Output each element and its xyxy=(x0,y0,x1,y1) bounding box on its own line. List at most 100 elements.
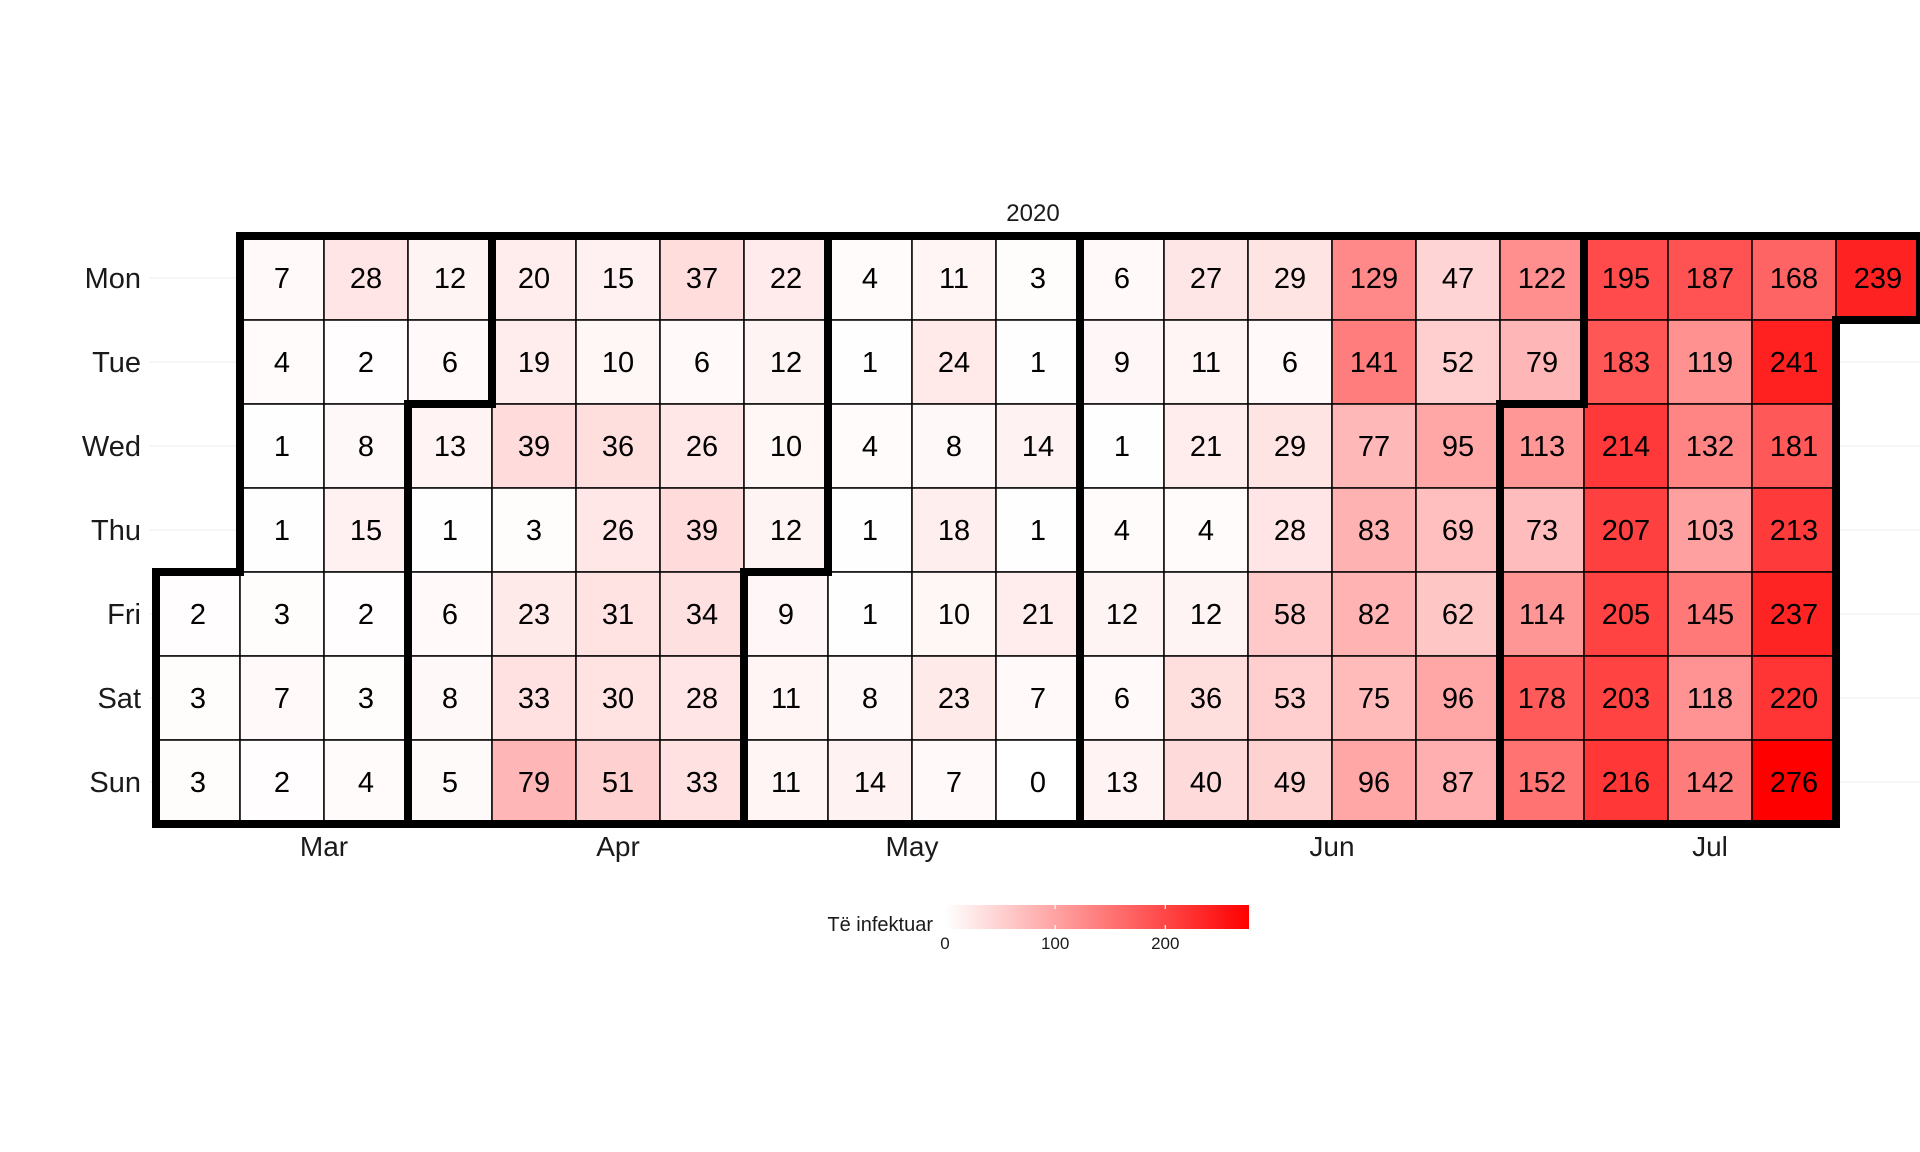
heatmap-tile xyxy=(911,235,997,321)
heatmap-tile xyxy=(1163,571,1249,657)
tile-value-label: 10 xyxy=(602,347,634,379)
heatmap-tile xyxy=(1331,655,1417,741)
heatmap-tile xyxy=(995,319,1081,405)
heatmap-tile xyxy=(407,487,493,573)
tile-value-label: 3 xyxy=(190,767,206,799)
tile-value-label: 10 xyxy=(938,599,970,631)
tile-value-label: 26 xyxy=(686,431,718,463)
tile-value-label: 11 xyxy=(939,263,969,295)
heatmap-tile xyxy=(1499,487,1585,573)
tile-value-label: 22 xyxy=(770,263,802,295)
heatmap-tile xyxy=(995,487,1081,573)
tile-value-label: 36 xyxy=(602,431,634,463)
tile-value-label: 1 xyxy=(442,515,458,547)
heatmap-tile xyxy=(1247,235,1333,321)
heatmap-tile xyxy=(239,403,325,489)
tile-value-label: 11 xyxy=(1191,347,1221,379)
tile-value-label: 6 xyxy=(694,347,710,379)
heatmap-tile xyxy=(1667,235,1753,321)
tile-value-label: 77 xyxy=(1358,431,1390,463)
tile-value-label: 203 xyxy=(1602,683,1650,715)
tile-value-label: 79 xyxy=(518,767,550,799)
tile-value-label: 33 xyxy=(686,767,718,799)
heatmap-tile xyxy=(155,739,241,825)
heatmap-tile xyxy=(1667,655,1753,741)
heatmap-tile xyxy=(1751,655,1837,741)
tile-value-label: 3 xyxy=(274,599,290,631)
tile-value-label: 141 xyxy=(1350,347,1398,379)
tile-value-label: 142 xyxy=(1686,767,1734,799)
day-label: Wed xyxy=(82,431,141,463)
tile-value-label: 29 xyxy=(1274,263,1306,295)
tile-value-label: 21 xyxy=(1022,599,1054,631)
heatmap-tile xyxy=(155,655,241,741)
tile-value-label: 3 xyxy=(1030,263,1046,295)
heatmap-tile xyxy=(1247,655,1333,741)
heatmap-tile xyxy=(1331,739,1417,825)
day-label: Thu xyxy=(91,515,141,547)
day-label: Sun xyxy=(89,767,141,799)
month-border xyxy=(1496,232,1920,828)
tile-value-label: 18 xyxy=(938,515,970,547)
tile-value-label: 4 xyxy=(1114,515,1130,547)
tile-value-label: 2 xyxy=(274,767,290,799)
tile-value-label: 79 xyxy=(1526,347,1558,379)
legend-tick-label: 100 xyxy=(1041,934,1069,953)
tile-value-label: 26 xyxy=(602,515,634,547)
tile-value-label: 21 xyxy=(1190,431,1222,463)
tile-value-label: 34 xyxy=(686,599,718,631)
heatmap-tile xyxy=(659,403,745,489)
heatmap-tile xyxy=(575,319,661,405)
tile-value-label: 7 xyxy=(1030,683,1046,715)
tile-value-label: 62 xyxy=(1442,599,1474,631)
legend-colorbar xyxy=(945,905,1249,929)
tile-value-label: 82 xyxy=(1358,599,1390,631)
day-labels: Mon Tue Wed Thu Fri Sat Sun xyxy=(82,263,141,799)
month-label: May xyxy=(886,831,939,862)
heatmap-tile xyxy=(491,487,577,573)
tile-value-label: 1 xyxy=(1114,431,1130,463)
month-label: Jul xyxy=(1692,831,1728,862)
tile-value-label: 31 xyxy=(602,599,634,631)
tile-value-label: 1 xyxy=(862,515,878,547)
tile-value-label: 103 xyxy=(1686,515,1734,547)
tile-value-label: 6 xyxy=(442,347,458,379)
tile-value-label: 6 xyxy=(1114,683,1130,715)
month-label: Mar xyxy=(300,831,348,862)
heatmap-tile xyxy=(1667,487,1753,573)
heatmap-tile xyxy=(1835,235,1920,321)
day-label: Mon xyxy=(85,263,141,295)
heatmap-tile xyxy=(407,319,493,405)
legend-ticks: 0 100 200 xyxy=(940,905,1179,953)
tile-value-label: 6 xyxy=(442,599,458,631)
heatmap-tile xyxy=(743,319,829,405)
month-label: Apr xyxy=(596,831,640,862)
tile-value-label: 11 xyxy=(771,767,801,799)
tile-value-label: 205 xyxy=(1602,599,1650,631)
heatmap-tile xyxy=(1079,655,1165,741)
heatmap-tile xyxy=(323,403,409,489)
heatmap-tile xyxy=(1751,739,1837,825)
heatmap-tile xyxy=(1163,319,1249,405)
tile-value-label: 1 xyxy=(1030,347,1046,379)
heatmap-tile xyxy=(323,235,409,321)
tile-value-label: 14 xyxy=(1022,431,1054,463)
tile-value-label: 1 xyxy=(862,347,878,379)
tile-value-label: 23 xyxy=(938,683,970,715)
tile-value-label: 132 xyxy=(1686,431,1734,463)
heatmap-tile xyxy=(827,487,913,573)
tile-value-label: 178 xyxy=(1518,683,1566,715)
tile-value-label: 8 xyxy=(946,431,962,463)
tile-value-label: 51 xyxy=(602,767,634,799)
heatmap-tile xyxy=(1247,739,1333,825)
tile-value-label: 0 xyxy=(1030,767,1046,799)
tile-value-label: 29 xyxy=(1274,431,1306,463)
tile-value-label: 119 xyxy=(1687,347,1733,379)
tile-value-label: 1 xyxy=(1030,515,1046,547)
tile-value-label: 8 xyxy=(358,431,374,463)
tile-value-label: 4 xyxy=(862,431,878,463)
tile-value-label: 24 xyxy=(938,347,970,379)
heatmap-tile xyxy=(1331,571,1417,657)
heatmap-tile xyxy=(1331,403,1417,489)
